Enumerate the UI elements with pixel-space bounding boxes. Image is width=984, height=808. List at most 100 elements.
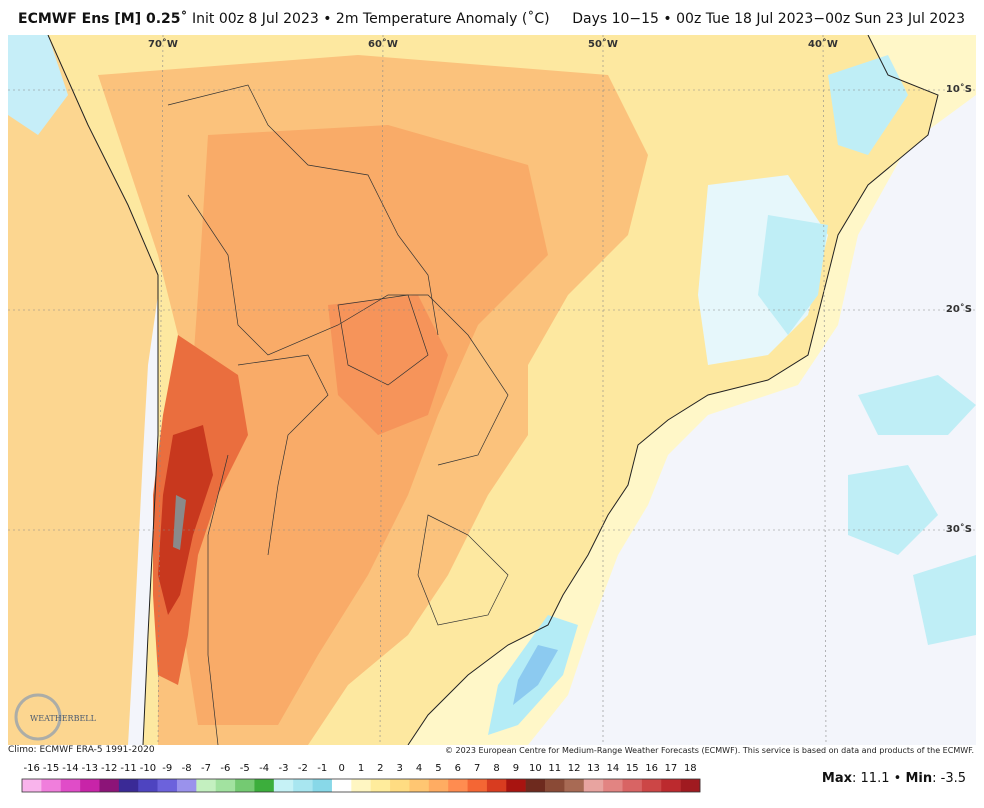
lat-label: 30˚S [946, 523, 972, 535]
colorbar-label: 0 [338, 763, 344, 774]
cool-patch [913, 555, 976, 645]
map: 70˚W 60˚W 50˚W 40˚W 10˚S 20˚S 30˚S WEATH… [8, 35, 976, 745]
cool-patch [848, 465, 938, 555]
lat-label: 20˚S [946, 303, 972, 315]
colorbar-label: 9 [513, 763, 519, 774]
colorbar-swatch [370, 779, 391, 792]
cool-core [513, 645, 558, 705]
logo: WEATHERBELL [14, 693, 97, 741]
separator: • [893, 771, 902, 786]
colorbar-label: -5 [240, 763, 250, 774]
cool-patch [758, 215, 828, 335]
max-label: Max [821, 771, 852, 786]
colorbar-swatch [486, 779, 507, 792]
colorbar-swatch [467, 779, 488, 792]
colorbar-swatch [235, 779, 255, 792]
lat-label: 10˚S [946, 83, 972, 95]
colorbar-label: 4 [416, 763, 422, 774]
colorbar-swatch [138, 779, 158, 792]
header-title: ECMWF Ens [M] 0.25˚ Init 00z 8 Jul 2023 … [18, 11, 550, 27]
colorbar-label: -15 [43, 763, 59, 774]
lon-label: 50˚W [588, 38, 618, 50]
max-value: 11.1 [860, 771, 890, 786]
title-rest: Init 00z 8 Jul 2023 • 2m Temperature Ano… [191, 11, 550, 27]
colorbar-swatch [390, 779, 410, 792]
colorbar-swatch [99, 779, 120, 792]
colorbar-label: -2 [298, 763, 308, 774]
colorbar-swatch [80, 779, 100, 792]
colon: : [932, 771, 937, 786]
colorbar: -16 -15 -14 -13 -12 -11 -10 -9 -8 -7 -6 -5 -4 -3 -2 -1 0… [21, 763, 701, 793]
colorbar-swatch [215, 779, 236, 792]
colorbar-label: -12 [101, 763, 117, 774]
colorbar-label: 1 [358, 763, 364, 774]
valid-time: Days 10−15 • 00z Tue 18 Jul 2023−00z Sun… [572, 11, 965, 27]
colorbar-frame [21, 778, 701, 793]
andes-gray [173, 495, 186, 550]
colorbar-swatch [622, 779, 643, 792]
colorbar-label: 7 [474, 763, 480, 774]
colorbar-swatch [273, 779, 294, 792]
warmer-area [178, 125, 548, 725]
colorbar-label: 12 [568, 763, 581, 774]
colorbar-swatch [293, 779, 313, 792]
borders [167, 84, 509, 745]
colorbar-swatch [448, 779, 468, 792]
colorbar-label: -10 [140, 763, 156, 774]
colorbar-label: 15 [626, 763, 639, 774]
colorbar-label: 18 [684, 763, 697, 774]
colorbar-label: -16 [24, 763, 40, 774]
colorbar-swatch [22, 779, 42, 792]
colorbar-label: -6 [220, 763, 230, 774]
logo-text: WEATHERBELL [30, 714, 97, 723]
cool-patch [828, 55, 908, 155]
colorbar-label: -11 [120, 763, 136, 774]
graticule [8, 35, 976, 745]
colorbar-label: 10 [529, 763, 542, 774]
colorbar-label: -7 [201, 763, 211, 774]
colorbar-label: 11 [548, 763, 561, 774]
cool-patch [858, 375, 976, 435]
coastline [47, 35, 939, 745]
andes-hottest [158, 425, 213, 615]
lon-label: 40˚W [808, 38, 838, 50]
colorbar-label: 5 [435, 763, 441, 774]
lon-label: 70˚W [148, 38, 178, 50]
warm-core [328, 295, 448, 435]
colorbar-label: -14 [62, 763, 78, 774]
colorbar-swatch [41, 779, 62, 792]
colorbar-swatch [564, 779, 585, 792]
pacific [8, 35, 158, 745]
colorbar-swatch [525, 779, 546, 792]
colorbar-label: -3 [279, 763, 289, 774]
copyright: © 2023 European Centre for Medium-Range … [445, 746, 974, 755]
colorbar-label: -9 [162, 763, 172, 774]
colon: : [852, 771, 857, 786]
colorbar-swatch [118, 779, 139, 792]
colorbar-swatch [60, 779, 81, 792]
min-value: -3.5 [940, 771, 966, 786]
colorbar-swatch [506, 779, 526, 792]
colorbar-label: 3 [397, 763, 403, 774]
colorbar-swatch [545, 779, 565, 792]
colorbar-label: -4 [259, 763, 269, 774]
climo-note: Climo: ECMWF ERA-5 1991-2020 [8, 745, 155, 755]
cool-patch [8, 35, 68, 135]
colorbar-swatch [176, 779, 197, 792]
colorbar-swatch [312, 779, 333, 792]
lon-label: 60˚W [368, 38, 398, 50]
colorbar-swatch [661, 779, 681, 792]
colorbar-label: 14 [606, 763, 619, 774]
colorbar-label: -8 [182, 763, 192, 774]
colorbar-swatch [603, 779, 623, 792]
colorbar-swatch [409, 779, 430, 792]
colorbar-swatch [157, 779, 178, 792]
colorbar-swatch [351, 779, 371, 792]
title-bold: ECMWF Ens [M] 0.25˚ [18, 11, 188, 27]
colorbar-swatch [428, 779, 449, 792]
colorbar-label: 6 [455, 763, 461, 774]
colorbar-label: 13 [587, 763, 600, 774]
stats: Max: 11.1 • Min: -3.5 [822, 771, 966, 786]
colorbar-label: 2 [377, 763, 383, 774]
colorbar-swatch [583, 779, 604, 792]
